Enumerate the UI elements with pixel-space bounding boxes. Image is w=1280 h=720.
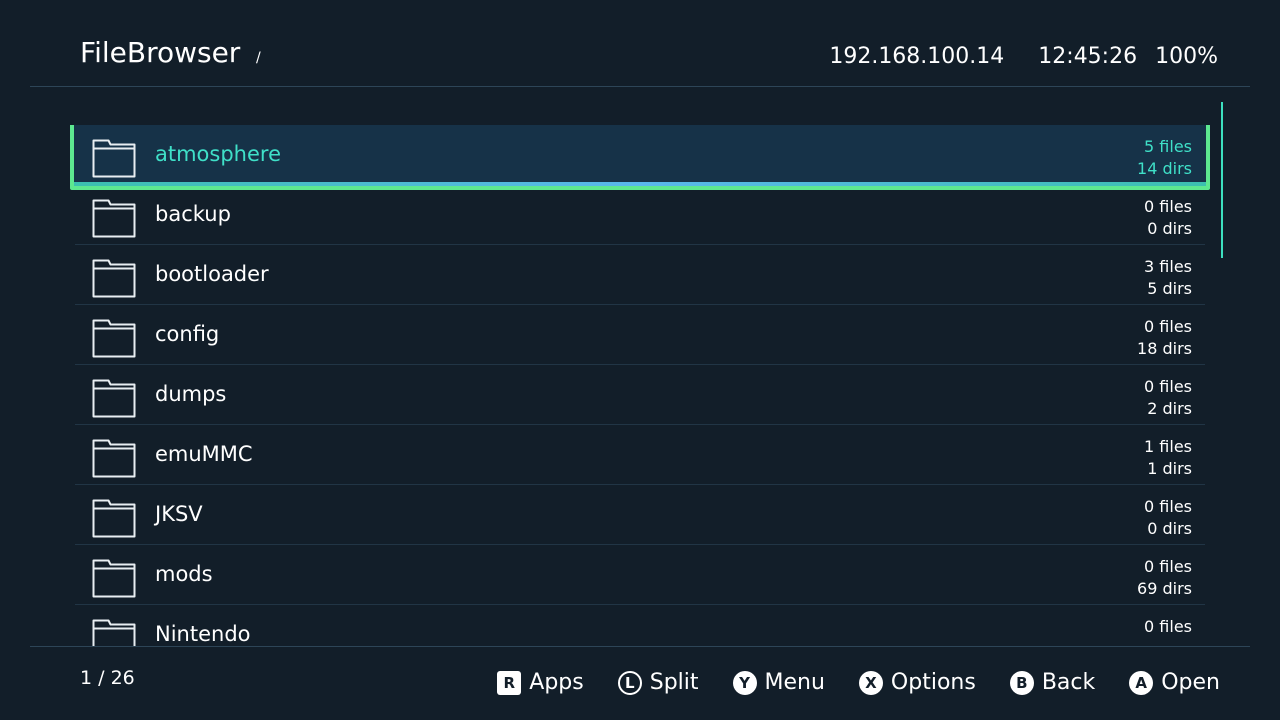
button-hints: R Apps L Split Y Menu X Options B Back A Open xyxy=(497,670,1220,695)
item-counts: 0 files 0 dirs xyxy=(1144,196,1192,240)
button-label: Apps xyxy=(529,670,584,695)
file-list-item[interactable]: emuMMC 1 files 1 dirs xyxy=(70,425,1210,485)
split-button[interactable]: L Split xyxy=(617,670,699,695)
button-label: Menu xyxy=(764,670,825,695)
item-name: JKSV xyxy=(155,502,203,526)
status-bar: 192.168.100.14 12:45:26 100% xyxy=(829,44,1218,69)
dir-count: 1 dirs xyxy=(1147,459,1192,478)
dir-count: 69 dirs xyxy=(1137,579,1192,598)
button-label: Open xyxy=(1161,670,1220,695)
dir-count: 14 dirs xyxy=(1137,159,1192,178)
file-count: 0 files xyxy=(1144,617,1192,636)
button-label: Back xyxy=(1041,670,1096,695)
file-list-item[interactable]: Nintendo 0 files xyxy=(70,605,1210,646)
folder-icon xyxy=(92,618,136,646)
r-button-icon: R xyxy=(497,670,522,695)
file-count: 0 files xyxy=(1144,497,1192,516)
item-name: mods xyxy=(155,562,213,586)
file-count: 1 files xyxy=(1144,437,1192,456)
current-path: / xyxy=(256,50,261,66)
dir-count: 0 dirs xyxy=(1147,219,1192,238)
row-divider xyxy=(75,364,1205,365)
folder-icon xyxy=(92,378,136,418)
dir-count: 5 dirs xyxy=(1147,279,1192,298)
menu-button[interactable]: Y Menu xyxy=(732,670,825,695)
left-stick-press-icon: L xyxy=(617,670,642,695)
file-list-item[interactable]: atmosphere 5 files 14 dirs xyxy=(70,125,1210,190)
row-divider xyxy=(75,604,1205,605)
item-counts: 0 files 2 dirs xyxy=(1144,376,1192,420)
item-counts: 0 files 0 dirs xyxy=(1144,496,1192,540)
row-divider xyxy=(75,484,1205,485)
ip-address: 192.168.100.14 xyxy=(829,44,1005,69)
dir-count: 18 dirs xyxy=(1137,339,1192,358)
row-divider xyxy=(75,304,1205,305)
folder-icon xyxy=(92,498,136,538)
y-button-icon: Y xyxy=(732,670,757,695)
item-name: Nintendo xyxy=(155,622,251,646)
file-count: 3 files xyxy=(1144,257,1192,276)
button-label: Options xyxy=(890,670,976,695)
row-divider xyxy=(75,244,1205,245)
file-list-item[interactable]: JKSV 0 files 0 dirs xyxy=(70,485,1210,545)
open-button[interactable]: A Open xyxy=(1129,670,1220,695)
dir-count: 0 dirs xyxy=(1147,519,1192,538)
file-count: 5 files xyxy=(1144,137,1192,156)
file-list-item[interactable]: config 0 files 18 dirs xyxy=(70,305,1210,365)
b-button-icon: B xyxy=(1009,670,1034,695)
file-list-item[interactable]: mods 0 files 69 dirs xyxy=(70,545,1210,605)
file-list-item[interactable]: dumps 0 files 2 dirs xyxy=(70,365,1210,425)
row-divider xyxy=(75,424,1205,425)
item-counts: 5 files 14 dirs xyxy=(1137,136,1192,180)
page-indicator: 1 / 26 xyxy=(80,667,135,689)
file-list: atmosphere 5 files 14 dirs backup 0 file… xyxy=(70,125,1210,646)
item-counts: 3 files 5 dirs xyxy=(1144,256,1192,300)
battery-level: 100% xyxy=(1155,44,1218,69)
a-button-icon: A xyxy=(1129,670,1154,695)
back-button[interactable]: B Back xyxy=(1009,670,1096,695)
x-button-icon: X xyxy=(858,670,883,695)
button-label: Split xyxy=(649,670,699,695)
footer-divider xyxy=(30,646,1250,647)
file-list-item[interactable]: backup 0 files 0 dirs xyxy=(70,185,1210,245)
item-name: bootloader xyxy=(155,262,269,286)
file-list-item[interactable]: bootloader 3 files 5 dirs xyxy=(70,245,1210,305)
apps-button[interactable]: R Apps xyxy=(497,670,584,695)
folder-icon xyxy=(92,198,136,238)
item-counts: 0 files 69 dirs xyxy=(1137,556,1192,600)
file-count: 0 files xyxy=(1144,197,1192,216)
item-counts: 1 files 1 dirs xyxy=(1144,436,1192,480)
item-name: backup xyxy=(155,202,231,226)
dir-count: 2 dirs xyxy=(1147,399,1192,418)
item-counts: 0 files xyxy=(1144,616,1192,638)
header-divider xyxy=(30,86,1250,87)
options-button[interactable]: X Options xyxy=(858,670,976,695)
file-count: 0 files xyxy=(1144,377,1192,396)
clock: 12:45:26 xyxy=(1038,44,1138,69)
scrollbar[interactable] xyxy=(1221,102,1223,258)
item-counts: 0 files 18 dirs xyxy=(1137,316,1192,360)
row-divider xyxy=(75,544,1205,545)
app-title: FileBrowser xyxy=(80,36,241,69)
file-count: 0 files xyxy=(1144,317,1192,336)
item-name: dumps xyxy=(155,382,227,406)
item-name: emuMMC xyxy=(155,442,253,466)
file-count: 0 files xyxy=(1144,557,1192,576)
folder-icon xyxy=(92,558,136,598)
item-name: atmosphere xyxy=(155,142,281,166)
folder-icon xyxy=(92,318,136,358)
folder-icon xyxy=(92,138,136,178)
folder-icon xyxy=(92,258,136,298)
item-name: config xyxy=(155,322,220,346)
folder-icon xyxy=(92,438,136,478)
